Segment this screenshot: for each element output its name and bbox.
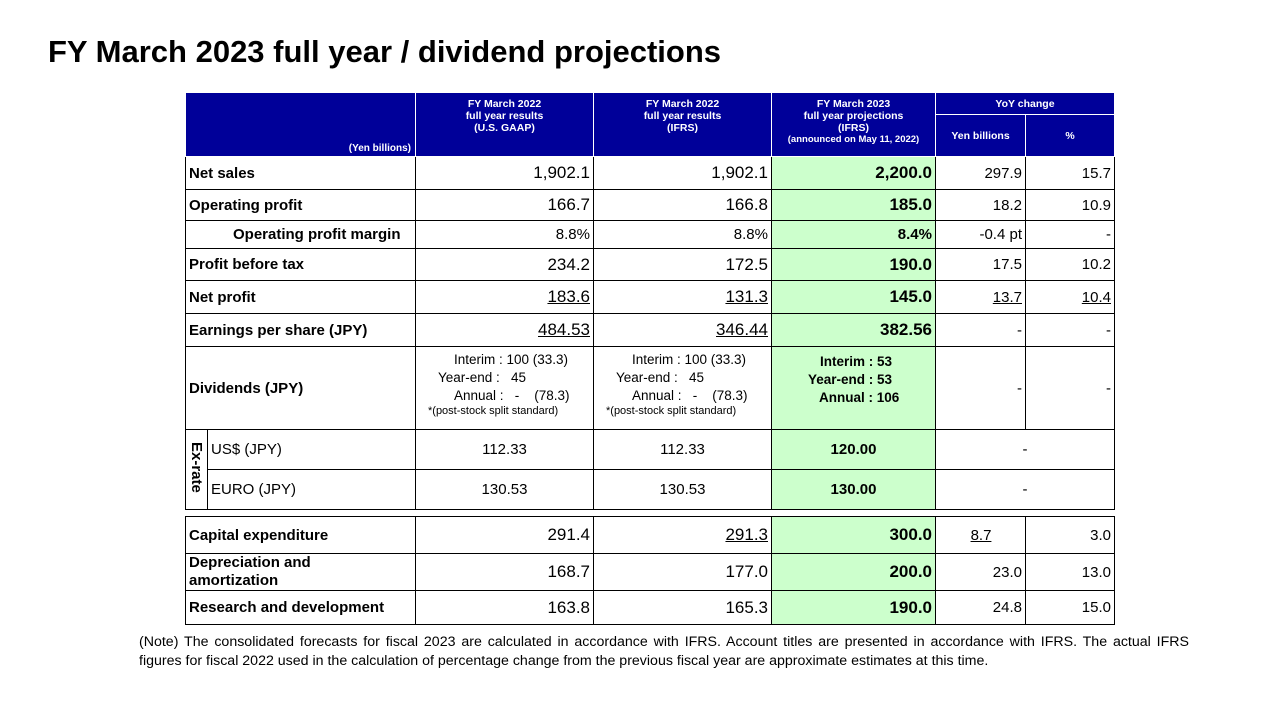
projection-value: 300.0 xyxy=(771,516,936,554)
yoy-yen-value: - xyxy=(935,346,1026,430)
row-label: Dividends (JPY) xyxy=(185,346,416,430)
yoy-yen-value: 13.7 xyxy=(935,280,1026,314)
yoy-yen-value: 23.0 xyxy=(935,553,1026,591)
row-depreciation: Depreciation and amortization 168.7 177.0… xyxy=(185,553,1115,591)
gaap-value: 130.53 xyxy=(415,469,594,510)
yoy-pct-value: 13.0 xyxy=(1025,553,1115,591)
ifrs-value: 346.44 xyxy=(593,313,772,347)
yoy-yen-header: Yen billions xyxy=(935,114,1026,157)
ifrs-value: 165.3 xyxy=(593,590,772,625)
row-capital-expenditure: Capital expenditure 291.4 291.3 300.0 8.… xyxy=(185,516,1115,554)
yoy-pct-value: - xyxy=(1025,313,1115,347)
row-euro: EURO (JPY) 130.53 130.53 130.00 - xyxy=(186,469,1115,510)
footnote: (Note) The consolidated forecasts for fi… xyxy=(139,634,1189,669)
gaap-value: 234.2 xyxy=(415,248,594,281)
yoy-yen-value: 297.9 xyxy=(935,156,1026,190)
slide-title: FY March 2023 full year / dividend proje… xyxy=(48,34,722,69)
row-label: Capital expenditure xyxy=(185,516,416,554)
row-net-profit: Net profit 183.6 131.3 145.0 13.7 10.4 xyxy=(185,280,1115,314)
row-eps: Earnings per share (JPY) 484.53 346.44 3… xyxy=(185,313,1115,347)
yoy-pct-value: - xyxy=(1025,346,1115,430)
gaap-value: 291.4 xyxy=(415,516,594,554)
projection-dividends: Interim : 53 Year-end : 53 Annual : 106 xyxy=(771,346,936,430)
yoy-yen-value: 18.2 xyxy=(935,189,1026,221)
projection-value: 185.0 xyxy=(771,189,936,221)
gaap-value: 1,902.1 xyxy=(415,156,594,190)
projection-value: 2,200.0 xyxy=(771,156,936,190)
capex-table: Capital expenditure 291.4 291.3 300.0 8.… xyxy=(185,516,1115,625)
ifrs-dividends: Interim : 100 (33.3) Year-end : 45 Annua… xyxy=(593,346,772,430)
yoy-pct-value: 10.9 xyxy=(1025,189,1115,221)
row-dividends: Dividends (JPY) Interim : 100 (33.3) Yea… xyxy=(185,346,1115,430)
projection-value: 8.4% xyxy=(771,220,936,249)
ifrs-value: 177.0 xyxy=(593,553,772,591)
gaap-value: 8.8% xyxy=(415,220,594,249)
ifrs-value: 131.3 xyxy=(593,280,772,314)
projection-value: 130.00 xyxy=(771,469,936,510)
row-operating-margin: Operating profit margin 8.8% 8.8% 8.4% -… xyxy=(185,220,1115,249)
yoy-pct-value: 10.2 xyxy=(1025,248,1115,281)
row-label: Earnings per share (JPY) xyxy=(185,313,416,347)
projection-value: 190.0 xyxy=(771,590,936,625)
row-profit-before-tax: Profit before tax 234.2 172.5 190.0 17.5… xyxy=(185,248,1115,281)
yoy-header: YoY change xyxy=(935,92,1115,115)
row-net-sales: Net sales 1,902.1 1,902.1 2,200.0 297.9 … xyxy=(185,156,1115,190)
row-label: Net profit xyxy=(185,280,416,314)
yoy-value: - xyxy=(935,469,1115,510)
yoy-pct-value: 15.0 xyxy=(1025,590,1115,625)
projection-value: 120.00 xyxy=(771,429,936,470)
projection-value: 382.56 xyxy=(771,313,936,347)
projection-value: 190.0 xyxy=(771,248,936,281)
ifrs-value: 291.3 xyxy=(593,516,772,554)
ifrs-value: 8.8% xyxy=(593,220,772,249)
yoy-pct-value: - xyxy=(1025,220,1115,249)
gaap-dividends: Interim : 100 (33.3) Year-end : 45 Annua… xyxy=(415,346,594,430)
row-label: Operating profit xyxy=(185,189,416,221)
gaap-value: 168.7 xyxy=(415,553,594,591)
yoy-yen-value: -0.4 pt xyxy=(935,220,1026,249)
yoy-value: - xyxy=(935,429,1115,470)
projection-value: 145.0 xyxy=(771,280,936,314)
row-label: Profit before tax xyxy=(185,248,416,281)
yoy-pct-value: 10.4 xyxy=(1025,280,1115,314)
ifrs-value: 1,902.1 xyxy=(593,156,772,190)
yoy-pct-value: 15.7 xyxy=(1025,156,1115,190)
row-research-development: Research and development 163.8 165.3 190… xyxy=(185,590,1115,625)
gaap-value: 166.7 xyxy=(415,189,594,221)
gaap-value: 484.53 xyxy=(415,313,594,347)
row-label: Research and development xyxy=(185,590,416,625)
exrate-side-label: Ex-rate xyxy=(185,429,208,510)
row-label: Operating profit margin xyxy=(185,220,416,249)
yoy-pct-value: 3.0 xyxy=(1025,516,1115,554)
col-header-ifrs: FY March 2022 full year results (IFRS) xyxy=(593,92,772,157)
unit-header: (Yen billions) xyxy=(185,92,416,157)
yoy-yen-value: 24.8 xyxy=(935,590,1026,625)
row-label: US$ (JPY) xyxy=(207,429,416,470)
col-header-projection: FY March 2023 full year projections (IFRS)… xyxy=(771,92,936,157)
ifrs-value: 166.8 xyxy=(593,189,772,221)
row-label: Depreciation and amortization xyxy=(185,553,416,591)
row-usd: Ex-rate US$ (JPY) 112.33 112.33 120.00 - xyxy=(185,429,1115,510)
yoy-yen-value: - xyxy=(935,313,1026,347)
row-label: EURO (JPY) xyxy=(207,469,416,510)
gaap-value: 163.8 xyxy=(415,590,594,625)
ifrs-value: 172.5 xyxy=(593,248,772,281)
projection-value: 200.0 xyxy=(771,553,936,591)
gaap-value: 183.6 xyxy=(415,280,594,314)
row-operating-profit: Operating profit 166.7 166.8 185.0 18.2 … xyxy=(185,189,1115,221)
row-label: Net sales xyxy=(185,156,416,190)
gaap-value: 112.33 xyxy=(415,429,594,470)
yoy-yen-value: 8.7 xyxy=(935,516,1026,554)
ifrs-value: 130.53 xyxy=(593,469,772,510)
col-header-gaap: FY March 2022 full year results (U.S. GAAP… xyxy=(415,92,594,157)
projections-table: (Yen billions) FY March 2022 full year re… xyxy=(185,92,1115,510)
yoy-pct-header: % xyxy=(1025,114,1115,157)
ifrs-value: 112.33 xyxy=(593,429,772,470)
yoy-yen-value: 17.5 xyxy=(935,248,1026,281)
